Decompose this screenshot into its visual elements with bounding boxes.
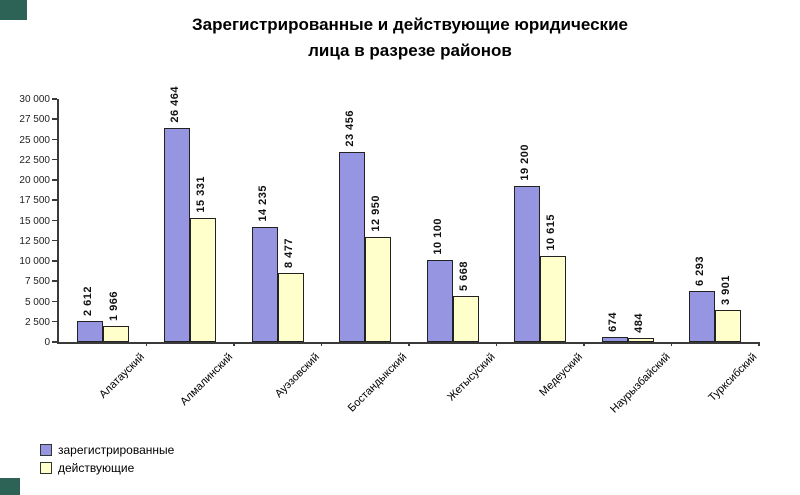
bar-value-label: 674 (606, 312, 619, 332)
y-axis-tick-label: 30 000 (19, 94, 50, 105)
x-axis-category-label: Турксибский (706, 351, 760, 405)
bar-value-label: 19 200 (519, 144, 532, 181)
bar-value-label: 5 668 (457, 260, 470, 291)
bar-value-label: 26 464 (169, 86, 182, 123)
chart-title-line2: лица в разрезе районов (308, 40, 512, 60)
y-axis-tick (52, 239, 57, 242)
y-axis-tick (52, 199, 57, 201)
y-axis-tick (52, 260, 57, 262)
legend-row-active: действующие (40, 459, 174, 477)
x-axis-category-label: Наурызбайский (607, 351, 673, 416)
registered-bar-7 (689, 291, 716, 342)
active-bar-3 (365, 237, 392, 342)
y-axis-tick-label: 20 000 (19, 175, 50, 186)
registered-bar-3 (339, 152, 366, 342)
y-axis-tick-label: 5 000 (24, 296, 50, 308)
active-bar-4 (452, 296, 479, 342)
x-axis-tick (233, 342, 235, 346)
active-bar-6 (627, 338, 654, 342)
y-axis-tick (52, 158, 57, 161)
bar-value-label: 14 235 (256, 185, 269, 222)
y-axis-tick-label: 2 500 (24, 316, 50, 328)
bar-value-label: 3 901 (720, 274, 733, 305)
x-axis-category-label: Медеуский (536, 351, 585, 399)
y-axis-tick-label: 15 000 (19, 215, 50, 227)
active-bar-5 (540, 256, 567, 342)
x-axis-category-label: Ауэзовский (273, 351, 323, 401)
x-axis-category-label: Алатауский (97, 351, 148, 401)
registered-bar-6 (601, 337, 628, 342)
registered-bar-2 (251, 227, 278, 342)
y-axis-tick (52, 341, 57, 343)
legend-label-active: действующие (58, 461, 135, 475)
legend-row-registered: зарегистрированные (40, 441, 174, 459)
plot-area: 0 2 500 5 000 7 500 10 000 12 500 15 000 17 500… (19, 86, 760, 348)
y-axis-tick-label: 7 500 (24, 276, 50, 288)
x-axis-tick (670, 342, 672, 346)
active-bar-0 (102, 326, 129, 342)
y-axis-tick (52, 138, 57, 140)
x-axis-tick (495, 342, 497, 346)
y-axis-tick-label: 10 000 (19, 256, 50, 267)
x-axis-tick (758, 342, 760, 346)
legend: зарегистрированные действующие (40, 441, 174, 477)
bar-value-label: 2 612 (81, 285, 94, 316)
x-axis-category-label: Жетысуский (444, 351, 498, 404)
x-axis-category-label: Бостандыкский (346, 351, 410, 415)
x-axis-labels: Алатауский Алмалинский Ауэзовский Бостандык… (57, 345, 760, 450)
corner-marker-top-left (0, 0, 27, 20)
y-axis-tick (52, 98, 57, 100)
registered-series-swatch-icon (40, 444, 52, 456)
chart-title-line1: Зарегистрированные и действующие юридиче… (192, 15, 628, 34)
y-axis-tick (52, 179, 57, 181)
x-axis-category-label: Алмалинский (177, 351, 235, 409)
registered-bar-1 (164, 128, 191, 342)
bar-value-label: 15 331 (195, 176, 208, 213)
x-axis-tick (583, 342, 585, 346)
y-axis-tick (52, 300, 57, 302)
chart-title: Зарегистрированные и действующие юридиче… (60, 12, 760, 63)
active-bar-2 (277, 273, 304, 342)
bar-value-label: 1 966 (107, 290, 120, 321)
y-axis-tick-label: 27 500 (19, 114, 50, 126)
registered-bar-0 (76, 321, 103, 342)
active-bar-7 (715, 310, 742, 342)
registered-bar-4 (426, 260, 453, 342)
y-axis-tick-label: 22 500 (19, 154, 50, 166)
y-axis-tick-label: 17 500 (19, 195, 50, 207)
y-axis-tick-label: 0 (44, 337, 50, 348)
bar-value-label: 8 477 (282, 237, 295, 268)
bar-value-label: 10 100 (431, 218, 444, 255)
bar-value-label: 23 456 (344, 110, 357, 147)
x-axis-tick (320, 342, 322, 346)
y-axis-tick (52, 320, 57, 323)
y-axis-tick (52, 219, 57, 221)
legend-label-registered: зарегистрированные (58, 443, 175, 457)
y-axis-tick-label: 12 500 (19, 235, 50, 247)
corner-marker-bottom-left (0, 478, 20, 495)
active-series-swatch-icon (40, 462, 52, 474)
y-axis-tick (52, 280, 57, 282)
y-axis-tick (52, 118, 57, 120)
active-bar-1 (190, 218, 217, 342)
registered-bar-5 (514, 186, 541, 342)
bar-value-label: 10 615 (545, 214, 558, 251)
bar-value-label: 6 293 (694, 255, 707, 286)
y-axis-tick-label: 25 000 (19, 134, 50, 146)
x-axis-tick (145, 342, 147, 346)
x-axis-tick (408, 342, 410, 346)
bar-value-label: 484 (632, 313, 645, 333)
bar-value-label: 12 950 (370, 195, 383, 232)
